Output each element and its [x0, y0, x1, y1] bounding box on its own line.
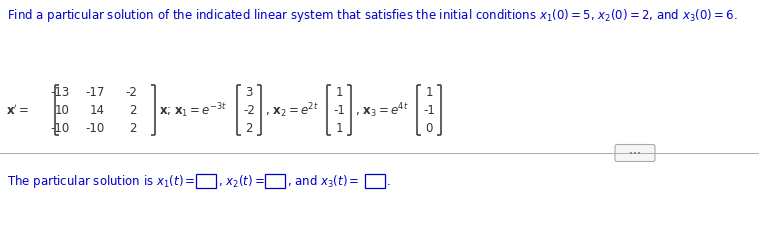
Text: , and $x_3(t)=$: , and $x_3(t)=$: [287, 173, 360, 189]
Text: 3: 3: [245, 86, 253, 99]
Text: 1: 1: [425, 86, 433, 99]
Bar: [265, 174, 285, 188]
Text: 1: 1: [335, 86, 343, 99]
Text: , $x_2(t)=$: , $x_2(t)=$: [218, 173, 265, 189]
Text: -10: -10: [86, 122, 105, 135]
Bar: [365, 174, 385, 188]
Text: $\mathbf{x}$; $\mathbf{x}_1=e^{-3t}$: $\mathbf{x}$; $\mathbf{x}_1=e^{-3t}$: [159, 101, 228, 120]
FancyBboxPatch shape: [615, 145, 655, 162]
Text: , $\mathbf{x}_3=e^{4t}$: , $\mathbf{x}_3=e^{4t}$: [355, 101, 408, 120]
Text: $\mathbf{x'}=$: $\mathbf{x'}=$: [6, 103, 30, 118]
Text: 1: 1: [335, 122, 343, 135]
Text: 2: 2: [245, 122, 253, 135]
Text: -17: -17: [86, 86, 105, 99]
Text: •••: •••: [629, 150, 641, 156]
Text: , $\mathbf{x}_2=e^{2t}$: , $\mathbf{x}_2=e^{2t}$: [265, 101, 319, 120]
Text: -13: -13: [51, 86, 70, 99]
Text: -1: -1: [423, 104, 435, 117]
Text: 10: 10: [55, 104, 70, 117]
Text: 2: 2: [130, 122, 137, 135]
Bar: [196, 174, 216, 188]
Text: -2: -2: [243, 104, 255, 117]
Text: 2: 2: [130, 104, 137, 117]
Text: -1: -1: [333, 104, 345, 117]
Text: Find a particular solution of the indicated linear system that satisfies the ini: Find a particular solution of the indica…: [7, 7, 738, 24]
Text: 14: 14: [90, 104, 105, 117]
Text: .: .: [387, 175, 391, 188]
Text: -2: -2: [125, 86, 137, 99]
Text: 0: 0: [425, 122, 433, 135]
Text: -10: -10: [51, 122, 70, 135]
Text: The particular solution is $x_1(t)=$: The particular solution is $x_1(t)=$: [7, 173, 196, 190]
